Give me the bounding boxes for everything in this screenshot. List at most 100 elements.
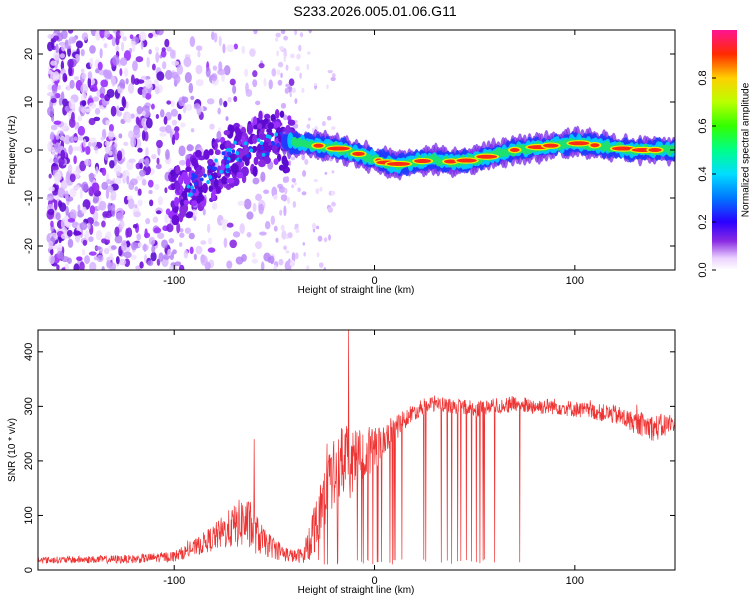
spectrogram-noise-blob — [279, 209, 283, 216]
spectrogram-noise-blob — [174, 261, 182, 267]
spectrogram-noise-blob — [253, 30, 258, 35]
spectrogram-noise-blob — [59, 202, 67, 212]
spectrogram-ridge-cloud — [198, 191, 203, 202]
spectrogram-noise-blob — [179, 228, 184, 233]
spectrogram-ridge-cloud — [256, 123, 263, 130]
spectrogram-noise-blob — [154, 183, 160, 191]
spectrogram-noise-blob — [184, 227, 191, 234]
spectrogram-noise-blob — [233, 96, 238, 102]
spectrogram-noise-blob — [48, 254, 55, 265]
spectrogram-hotspot — [542, 143, 559, 148]
spectrogram-noise-blob — [269, 255, 275, 265]
spectrogram-noise-blob — [119, 79, 126, 89]
spectrogram-noise-blob — [115, 30, 122, 40]
spectrogram-noise-blob — [156, 157, 160, 165]
spectrogram-noise-blob — [330, 190, 336, 196]
spectrogram-noise-blob — [122, 98, 127, 109]
spectrogram-noise-blob — [105, 188, 110, 200]
spectrogram-noise-blob — [263, 252, 271, 262]
spectrogram-noise-blob — [116, 150, 123, 161]
spectrogram-noise-blob — [161, 239, 168, 249]
spectrogram-ridge-cloud — [223, 155, 228, 160]
spectrogram-noise-blob — [285, 83, 290, 88]
spectrogram-noise-blob — [133, 78, 140, 86]
spectrogram-noise-blob — [298, 44, 302, 52]
spectrogram-noise-blob — [115, 256, 120, 265]
spectrogram-ridge-cloud — [271, 144, 278, 154]
spectrogram-noise-blob — [81, 72, 87, 80]
spectrogram-ridge-cloud — [249, 148, 254, 153]
spectrogram-noise-blob — [252, 70, 258, 78]
spectrogram-noise-blob — [188, 232, 195, 240]
spectrogram-noise-blob — [308, 30, 312, 34]
snr-xtick-label: -100 — [163, 575, 185, 587]
spectrogram-noise-blob — [182, 103, 187, 114]
spectrogram-noise-blob — [293, 182, 297, 186]
spectrogram-noise-blob — [82, 239, 88, 246]
spectrogram-noise-blob — [217, 107, 221, 115]
spectrogram-noise-blob — [159, 109, 165, 118]
spectrogram-noise-blob — [89, 205, 96, 215]
spectrogram-noise-blob — [68, 118, 76, 128]
snr-panel: -100 0 100 0 100 200 300 400 Height of straight… — [7, 329, 676, 596]
spectrogram-noise-blob — [46, 92, 55, 97]
spectrogram-ridge-cloud — [190, 176, 195, 181]
spectrogram-ridge-cloud — [203, 149, 210, 160]
spectrogram-noise-blob — [73, 155, 77, 165]
spectrogram-noise-blob — [213, 32, 218, 43]
spectrogram-noise-blob — [330, 76, 336, 82]
spectrogram-noise-blob — [218, 61, 223, 72]
spectrogram-noise-blob — [67, 58, 74, 69]
spectrogram-noise-blob — [174, 126, 180, 133]
spectrogram-noise-blob — [190, 95, 195, 100]
spectrogram-noise-blob — [96, 254, 104, 263]
spectrogram-noise-blob — [105, 231, 112, 240]
spectrogram-ridge-cloud — [185, 166, 192, 173]
spectrogram-ridge-cloud — [212, 141, 218, 147]
spectrogram-noise-blob — [59, 136, 66, 141]
spectrogram-noise-blob — [157, 196, 164, 206]
spectrogram-hotspot — [444, 159, 458, 164]
spectrogram-noise-blob — [93, 221, 100, 227]
spectrogram-ridge-cloud — [267, 122, 274, 130]
colorbar-tick-label: 0.2 — [697, 214, 709, 229]
spectrogram-noise-blob — [59, 130, 64, 138]
spectrogram-noise-blob — [61, 44, 66, 52]
spectrogram-noise-blob — [195, 64, 203, 75]
spectrogram-noise-blob — [119, 219, 125, 230]
spectrogram-noise-blob — [220, 218, 228, 225]
spectrogram-noise-blob — [145, 147, 149, 157]
spectrogram-ridge-cloud — [178, 175, 183, 184]
spectrogram-noise-blob — [289, 53, 295, 59]
spectrogram-noise-blob — [106, 88, 115, 99]
figure-title: S233.2026.005.01.06.G11 — [293, 3, 456, 19]
spectrogram-noise-blob — [65, 205, 69, 216]
spectrogram-noise-blob — [144, 157, 150, 168]
spectrogram-noise-blob — [162, 61, 167, 70]
spectrogram-noise-blob — [165, 124, 172, 134]
spectrogram-ridge-cloud — [252, 134, 258, 144]
spectrogram-noise-blob — [140, 41, 144, 50]
spectrogram-ridge-cloud — [189, 192, 193, 197]
spectrogram-noise-blob — [299, 32, 304, 38]
spectrogram-noise-blob — [284, 87, 290, 94]
spectrogram-ridge-cloud — [171, 183, 176, 191]
spectrogram-noise-blob — [145, 117, 153, 129]
spectrogram-noise-blob — [286, 197, 291, 204]
spectrogram-noise-blob — [145, 92, 152, 100]
spectrogram-noise-blob — [50, 124, 58, 131]
spectrogram-noise-blob — [84, 255, 90, 265]
spectrogram-noise-blob — [138, 158, 145, 163]
spectrogram-noise-blob — [144, 78, 153, 89]
spectrogram-noise-blob — [190, 128, 195, 133]
spectrogram-noise-blob — [235, 256, 244, 265]
spectrogram-ridge-cloud — [226, 140, 231, 149]
spectrogram-noise-blob — [64, 263, 69, 270]
spectrogram-noise-blob — [62, 98, 68, 107]
spectrogram-noise-blob — [259, 231, 267, 236]
spectrogram-noise-blob — [68, 144, 73, 155]
snr-axes: -100 0 100 0 100 200 300 400 — [23, 330, 675, 587]
spectrogram-noise-blob — [302, 170, 307, 177]
spectrogram-noise-blob — [280, 194, 286, 201]
spectrogram-noise-blob — [321, 120, 326, 127]
